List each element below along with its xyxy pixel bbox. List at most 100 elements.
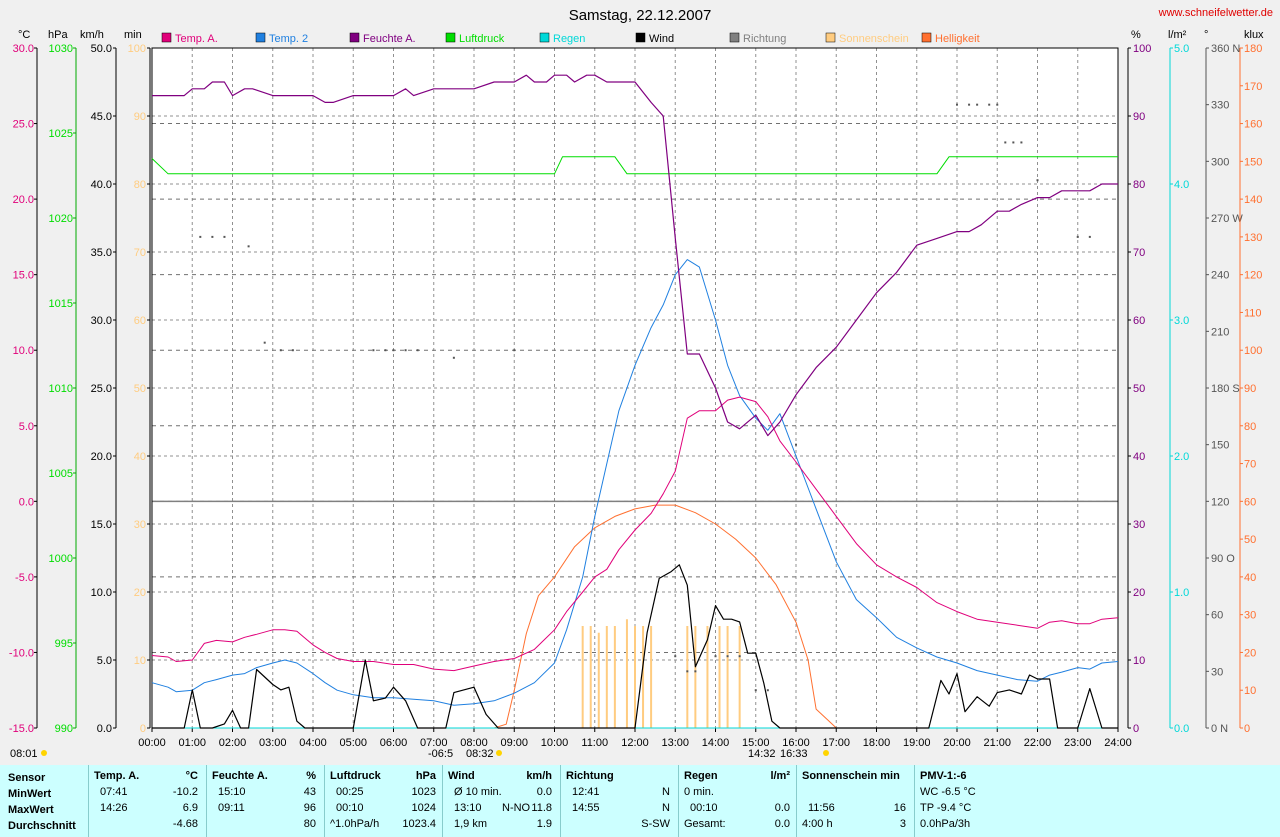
tick-label-wind: 20.0 bbox=[91, 451, 112, 463]
tick-label-temp: 15.0 bbox=[13, 270, 34, 282]
stats-unit: km/h bbox=[526, 770, 552, 782]
tick-label-wind: 45.0 bbox=[91, 111, 112, 123]
divider bbox=[678, 765, 679, 837]
x-tick-label: 05:00 bbox=[339, 737, 367, 749]
stats-time: 13:10 bbox=[454, 802, 482, 814]
direction-point bbox=[211, 235, 214, 238]
divider bbox=[796, 765, 797, 837]
tick-label-temp: 0.0 bbox=[19, 496, 34, 508]
legend-label: Regen bbox=[553, 33, 585, 45]
tick-label-druck: 1000 bbox=[49, 553, 73, 565]
tick-label-feuchte: 70 bbox=[1133, 247, 1145, 259]
direction-point bbox=[795, 443, 797, 446]
tick-label-hell: 130 bbox=[1244, 232, 1262, 244]
tick-label-hell: 80 bbox=[1244, 421, 1256, 433]
tick-label-hell: 10 bbox=[1244, 685, 1256, 697]
tick-label-druck: 995 bbox=[55, 638, 73, 650]
tick-label-sonne: 70 bbox=[134, 247, 146, 259]
stats-time: 0 min. bbox=[684, 786, 714, 798]
legend-label: Sonnenschein bbox=[839, 33, 909, 45]
series-temp2 bbox=[151, 259, 1119, 706]
unit-regen: l/m² bbox=[1168, 29, 1187, 41]
tick-label-wind: 40.0 bbox=[91, 179, 112, 191]
x-tick-label: 22:00 bbox=[1024, 737, 1052, 749]
legend-swatch bbox=[635, 32, 646, 43]
direction-point bbox=[686, 670, 689, 673]
tick-label-richtung: 240 bbox=[1211, 270, 1229, 282]
tick-label-regen: 5.0 bbox=[1174, 43, 1189, 55]
tick-label-sonne: 80 bbox=[134, 179, 146, 191]
legend-swatch bbox=[349, 32, 360, 43]
x-tick-label: 23:00 bbox=[1064, 737, 1092, 749]
x-tick-label: 17:00 bbox=[822, 737, 850, 749]
stats-col-pmv: PMV-1:-6 WC -6.5 °C TP -9.4 °C 0.0hPa/3h bbox=[920, 765, 1020, 837]
stats-col-wind: Wind km/h Ø 10 min. 0.0 13:10 N-NO 11.8 … bbox=[448, 765, 558, 837]
stats-header: Regen bbox=[684, 770, 718, 782]
direction-point bbox=[291, 349, 294, 352]
direction-point bbox=[1076, 235, 1079, 238]
tick-label-hell: 30 bbox=[1244, 610, 1256, 622]
direction-point bbox=[674, 655, 677, 658]
tick-label-hell: 50 bbox=[1244, 534, 1256, 546]
divider bbox=[914, 765, 915, 837]
series-feuchte bbox=[152, 74, 1118, 437]
tick-label-hell: 70 bbox=[1244, 459, 1256, 471]
stats-time: Ø 10 min. bbox=[454, 786, 502, 798]
direction-point bbox=[694, 670, 697, 673]
tick-label-regen: 4.0 bbox=[1174, 179, 1189, 191]
legend-label: Temp. 2 bbox=[269, 33, 308, 45]
x-tick-label: 14:00 bbox=[702, 737, 730, 749]
x-tick-label: 12:00 bbox=[621, 737, 649, 749]
legend-label: Feuchte A. bbox=[363, 33, 416, 45]
tick-label-richtung: 210 bbox=[1211, 326, 1229, 338]
direction-point bbox=[1012, 141, 1015, 144]
x-tick-label: 19:00 bbox=[903, 737, 931, 749]
unit-richtung: ° bbox=[1204, 29, 1208, 41]
tick-label-hell: 100 bbox=[1244, 345, 1262, 357]
tick-label-regen: 0.0 bbox=[1174, 723, 1189, 735]
tick-label-druck: 1030 bbox=[49, 43, 73, 55]
stats-value: 80 bbox=[303, 818, 316, 830]
stats-row-label: Durchschnitt bbox=[8, 820, 76, 832]
tick-label-hell: 140 bbox=[1244, 194, 1262, 206]
direction-point bbox=[392, 349, 395, 352]
x-tick-label: 03:00 bbox=[259, 737, 287, 749]
stats-value: -10.2 bbox=[172, 786, 198, 798]
direction-point bbox=[279, 349, 282, 352]
legend-swatch bbox=[825, 32, 836, 43]
x-tick-label: 13:00 bbox=[661, 737, 689, 749]
divider bbox=[324, 765, 325, 837]
x-tick-label: 04:00 bbox=[299, 737, 327, 749]
stats-time: 11:56 bbox=[808, 802, 835, 814]
sunrise2-label: 08:32 bbox=[466, 748, 494, 760]
tick-label-hell: 40 bbox=[1244, 572, 1256, 584]
stats-total-label: Gesamt: bbox=[684, 818, 726, 830]
sun-icon bbox=[823, 750, 829, 756]
site-url[interactable]: www.schneifelwetter.de bbox=[1158, 7, 1273, 19]
stats-value: N bbox=[662, 802, 670, 814]
stats-header: Wind bbox=[448, 770, 475, 782]
series-wind bbox=[152, 564, 1118, 729]
stats-value: 1024 bbox=[411, 802, 436, 814]
tick-label-wind: 10.0 bbox=[91, 587, 112, 599]
weather-chart: Samstag, 22.12.2007 www.schneifelwetter.… bbox=[8, 7, 1273, 760]
direction-point bbox=[996, 103, 999, 106]
tick-label-richtung: 90 O bbox=[1211, 553, 1235, 565]
tick-label-richtung: 0 N bbox=[1211, 723, 1228, 735]
tick-label-temp: 5.0 bbox=[19, 421, 34, 433]
legend-label: Richtung bbox=[743, 33, 786, 45]
direction-point bbox=[988, 103, 991, 106]
tick-label-hell: 90 bbox=[1244, 383, 1256, 395]
stats-header: Sonnenschein min bbox=[802, 770, 900, 782]
stats-direction: N-NO bbox=[502, 802, 531, 814]
direction-point bbox=[384, 349, 387, 352]
direction-point bbox=[404, 349, 407, 352]
stats-table: Sensor MinWert MaxWert Durchschnitt Temp… bbox=[0, 765, 1280, 837]
tick-label-regen: 2.0 bbox=[1174, 451, 1189, 463]
tick-label-feuchte: 20 bbox=[1133, 587, 1145, 599]
stats-col-sensor: Sensor MinWert MaxWert Durchschnitt bbox=[8, 765, 90, 837]
tick-label-sonne: 0 bbox=[140, 723, 146, 735]
stats-header: Richtung bbox=[566, 770, 614, 782]
x-tick-label: 06:00 bbox=[380, 737, 408, 749]
tick-label-wind: 5.0 bbox=[97, 655, 112, 667]
